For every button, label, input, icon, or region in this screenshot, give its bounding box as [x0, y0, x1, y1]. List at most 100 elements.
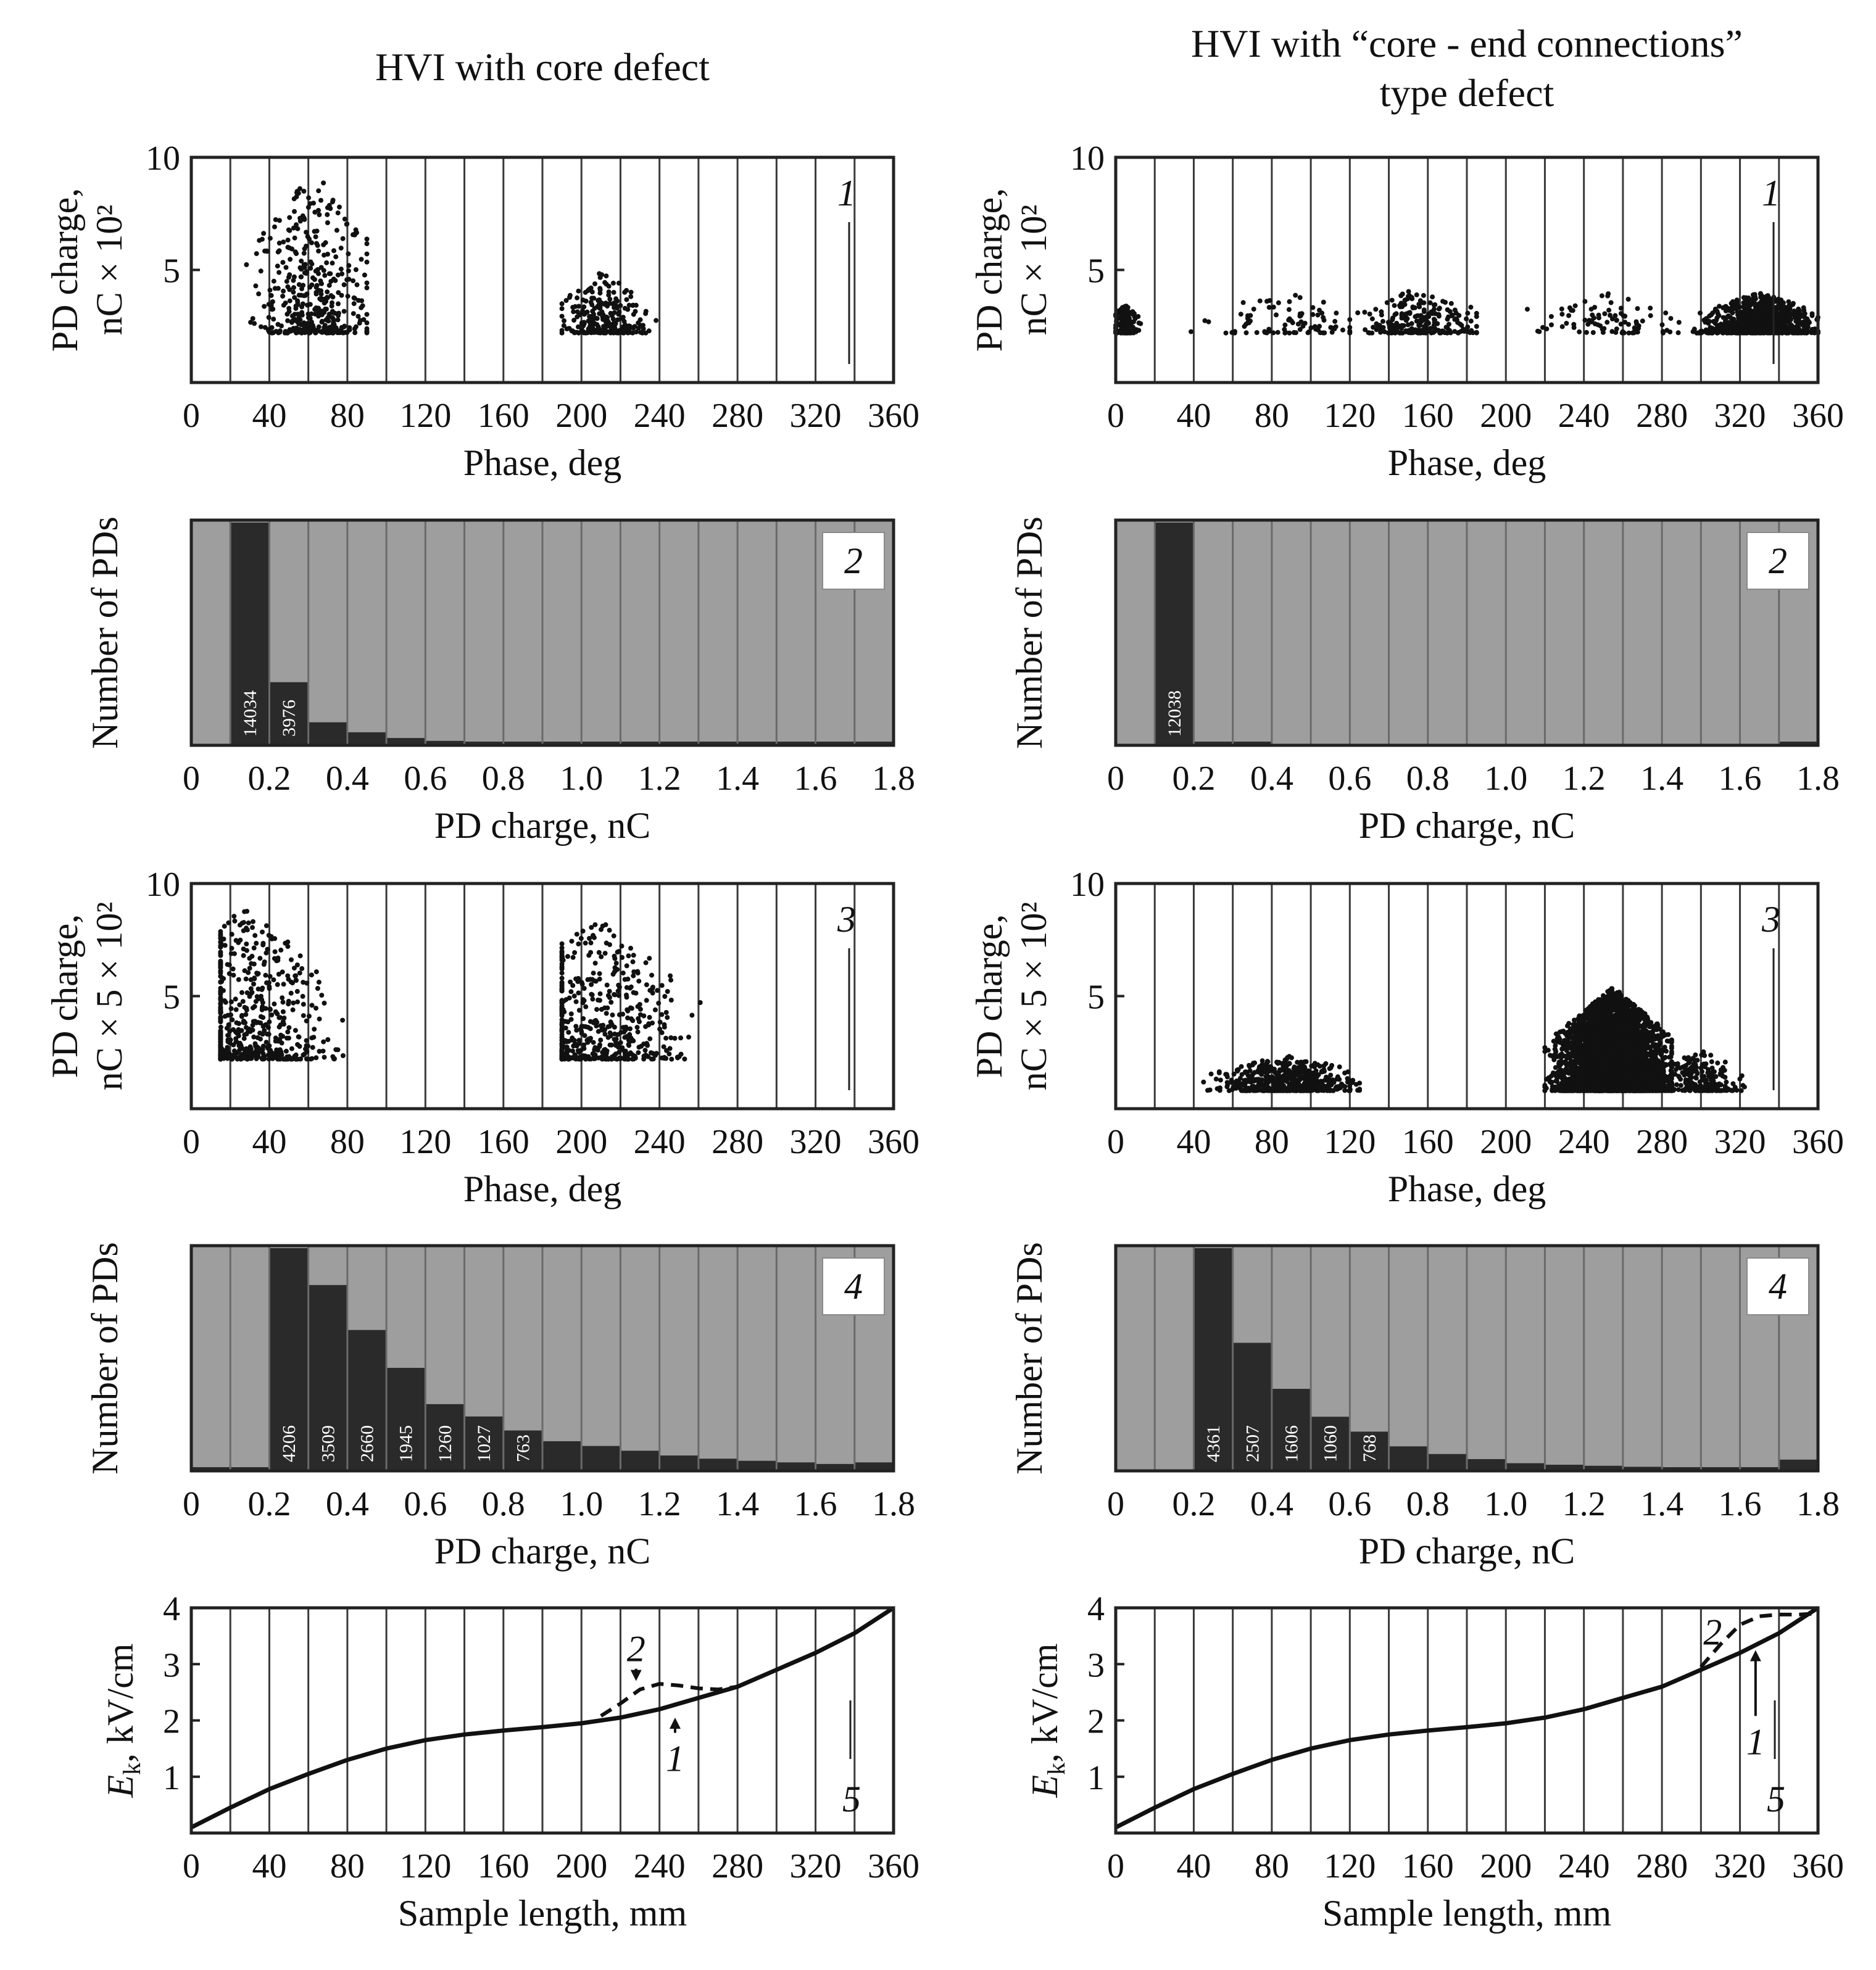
scatter-point — [325, 212, 330, 217]
scatter-point — [1265, 1059, 1271, 1064]
scatter-point — [629, 1006, 634, 1011]
scatter-point — [316, 979, 322, 985]
scatter-point — [647, 1036, 653, 1041]
scatter-point — [253, 283, 259, 289]
scatter-point — [293, 1052, 299, 1057]
scatter-point — [1207, 1087, 1213, 1093]
scatter-point — [594, 1007, 599, 1012]
scatter-point — [278, 947, 284, 953]
scatter-point — [326, 271, 332, 276]
histogram-bar — [231, 523, 269, 745]
scatter-point — [580, 929, 586, 934]
scatter-point — [1459, 323, 1464, 328]
scatter-point — [342, 217, 347, 222]
scatter-point — [663, 1035, 669, 1041]
scatter-point — [268, 303, 274, 308]
scatter-point — [592, 1052, 598, 1057]
scatter-point — [1430, 294, 1435, 300]
scatter-point — [236, 1056, 241, 1061]
scatter-point — [1738, 328, 1744, 334]
scatter-point — [649, 986, 655, 991]
scatter-point — [1292, 1080, 1297, 1086]
scatter-point — [589, 982, 594, 987]
scatter-point — [352, 326, 357, 331]
scatter-point — [615, 950, 620, 955]
scatter-point — [286, 1025, 292, 1030]
y-axis-unit: , kV/cm — [100, 1644, 141, 1763]
scatter-point — [1569, 307, 1574, 313]
x-tick-label: 360 — [868, 1847, 919, 1885]
scatter-point — [1332, 318, 1338, 324]
scatter-point — [620, 971, 626, 976]
scatter-point — [276, 241, 282, 246]
y-tick-label: 1 — [163, 1759, 180, 1797]
scatter-point — [1429, 309, 1434, 315]
scatter-point — [1397, 324, 1402, 329]
scatter-point — [226, 971, 232, 977]
scatter-point — [559, 941, 565, 946]
scatter-point — [1382, 329, 1387, 334]
x-tick-label: 320 — [1714, 397, 1766, 435]
scatter-point — [559, 328, 565, 333]
scatter-point — [567, 995, 572, 1001]
scatter-point — [1800, 329, 1806, 335]
scatter-point — [218, 1041, 223, 1046]
scatter-point — [1589, 319, 1595, 325]
y-tick-label: 10 — [146, 866, 180, 904]
scatter-point — [1369, 316, 1375, 321]
scatter-point — [317, 212, 322, 217]
scatter-point — [689, 1012, 695, 1018]
y-axis-label: Number of PDs — [85, 1242, 125, 1475]
histogram-bar — [855, 742, 893, 745]
scatter-point — [1474, 329, 1479, 335]
scatter-point — [222, 943, 228, 948]
scatter-point — [218, 1018, 223, 1023]
scatter-point — [1676, 320, 1682, 325]
scatter-point — [668, 998, 674, 1003]
scatter-point — [271, 278, 276, 284]
scatter-point — [1251, 307, 1256, 312]
scatter-point — [1308, 325, 1314, 331]
scatter-point — [591, 935, 597, 940]
scatter-point — [592, 305, 597, 311]
scatter-point — [616, 312, 621, 317]
scatter-point — [1239, 1088, 1244, 1093]
scatter-point — [1614, 326, 1619, 332]
scatter-point — [333, 278, 338, 283]
scatter-point — [289, 1046, 294, 1051]
scatter-point — [576, 1049, 582, 1055]
scatter-point — [331, 323, 337, 329]
scatter-point — [665, 989, 670, 994]
scatter-point — [598, 1023, 604, 1028]
scatter-point — [364, 259, 370, 265]
scatter-point — [337, 204, 342, 210]
scatter-point — [268, 292, 274, 298]
scatter-point — [1749, 330, 1755, 336]
scatter-point — [1549, 322, 1554, 328]
scatter-point — [591, 296, 597, 301]
scatter-point — [239, 1014, 244, 1019]
x-axis-label: Phase, deg — [463, 442, 622, 483]
scatter-point — [319, 281, 324, 286]
scatter-point — [559, 1037, 565, 1043]
scatter-point — [218, 996, 223, 1001]
scatter-point — [630, 1052, 636, 1057]
scatter-point — [341, 308, 347, 314]
scatter-point — [647, 956, 652, 961]
scatter-point — [1756, 328, 1761, 333]
scatter-point — [581, 1042, 587, 1048]
scatter-point — [1379, 309, 1384, 315]
scatter-point — [668, 1035, 674, 1040]
scatter-point — [284, 279, 289, 284]
panel-number: 2 — [1769, 540, 1787, 581]
scatter-points — [244, 180, 659, 336]
x-tick-label: 120 — [399, 1847, 451, 1885]
x-tick-label: 200 — [555, 1123, 607, 1161]
scatter-point — [636, 1045, 642, 1050]
scatter-point — [650, 1056, 656, 1062]
scatter-point — [226, 1022, 231, 1027]
scatter-point — [1275, 1060, 1280, 1066]
histogram-bar — [582, 1446, 620, 1471]
panel-number: 5 — [842, 1779, 861, 1819]
scatter-point — [1279, 1081, 1285, 1086]
